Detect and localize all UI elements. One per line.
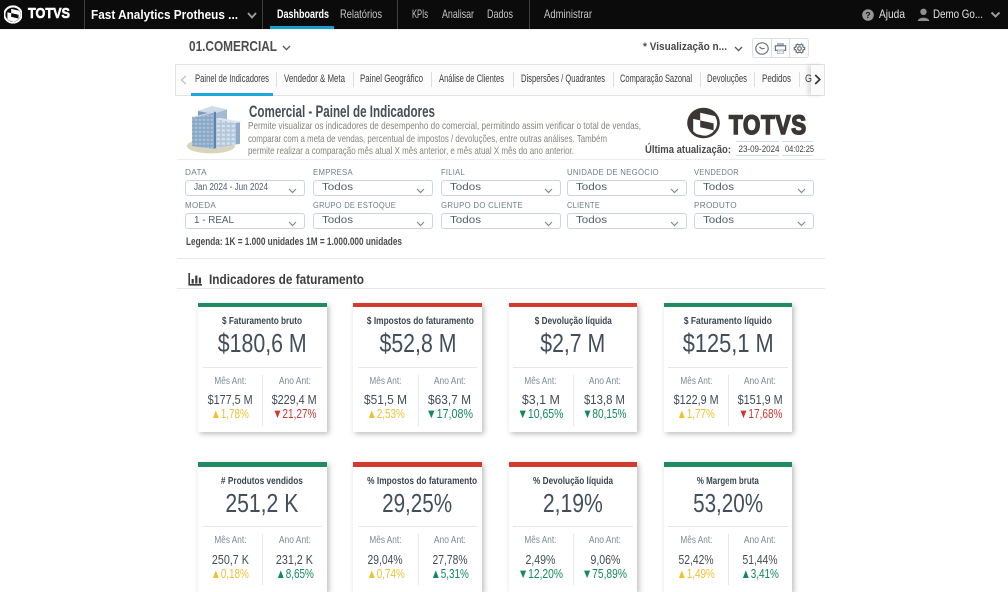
svg-text:?: ? [865,10,870,20]
svg-text:TOTVS: TOTVS [729,110,807,140]
